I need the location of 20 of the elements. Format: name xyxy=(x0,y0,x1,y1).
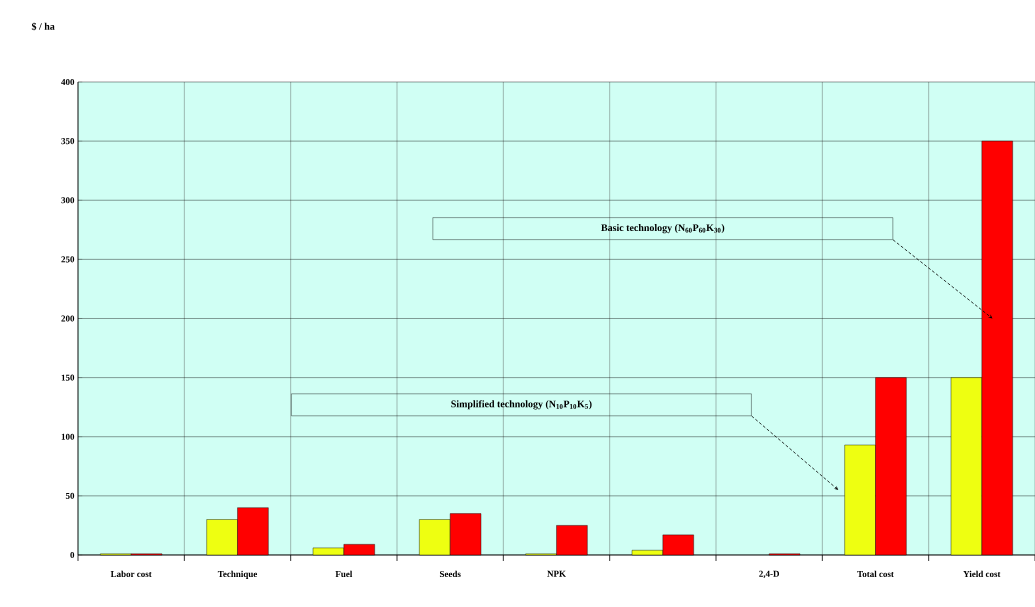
y-tick-label: 400 xyxy=(61,78,75,86)
y-axis-title: $ / ha xyxy=(31,22,55,31)
x-tick-label: NPK xyxy=(547,570,566,577)
annotation: Simplified technology (N$_{10}$P$_{10}$K$_{5}$) xyxy=(451,400,592,410)
x-tick-label: Total cost xyxy=(857,570,894,578)
x-tick-label: Technique xyxy=(217,570,258,579)
x-tick-label: Fuel xyxy=(335,570,353,578)
x-tick-label: 2,4-D xyxy=(759,570,780,579)
y-tick-label: 100 xyxy=(61,433,75,440)
y-tick-label: 350 xyxy=(61,138,75,145)
x-tick-label: Labor cost xyxy=(110,570,152,578)
annotation: Basic technology (N$_{60}$P$_{60}$K$_{30}$) xyxy=(601,224,725,234)
y-tick-label: 0 xyxy=(70,551,75,559)
y-tick-label: 150 xyxy=(61,374,75,381)
y-tick-label: 50 xyxy=(65,492,75,499)
y-tick-label: 200 xyxy=(61,315,75,322)
y-tick-label: 250 xyxy=(61,256,75,263)
x-tick-label: Seeds xyxy=(439,570,461,578)
x-tick-label: Yield cost xyxy=(963,570,1001,578)
y-tick-label: 300 xyxy=(61,197,75,204)
